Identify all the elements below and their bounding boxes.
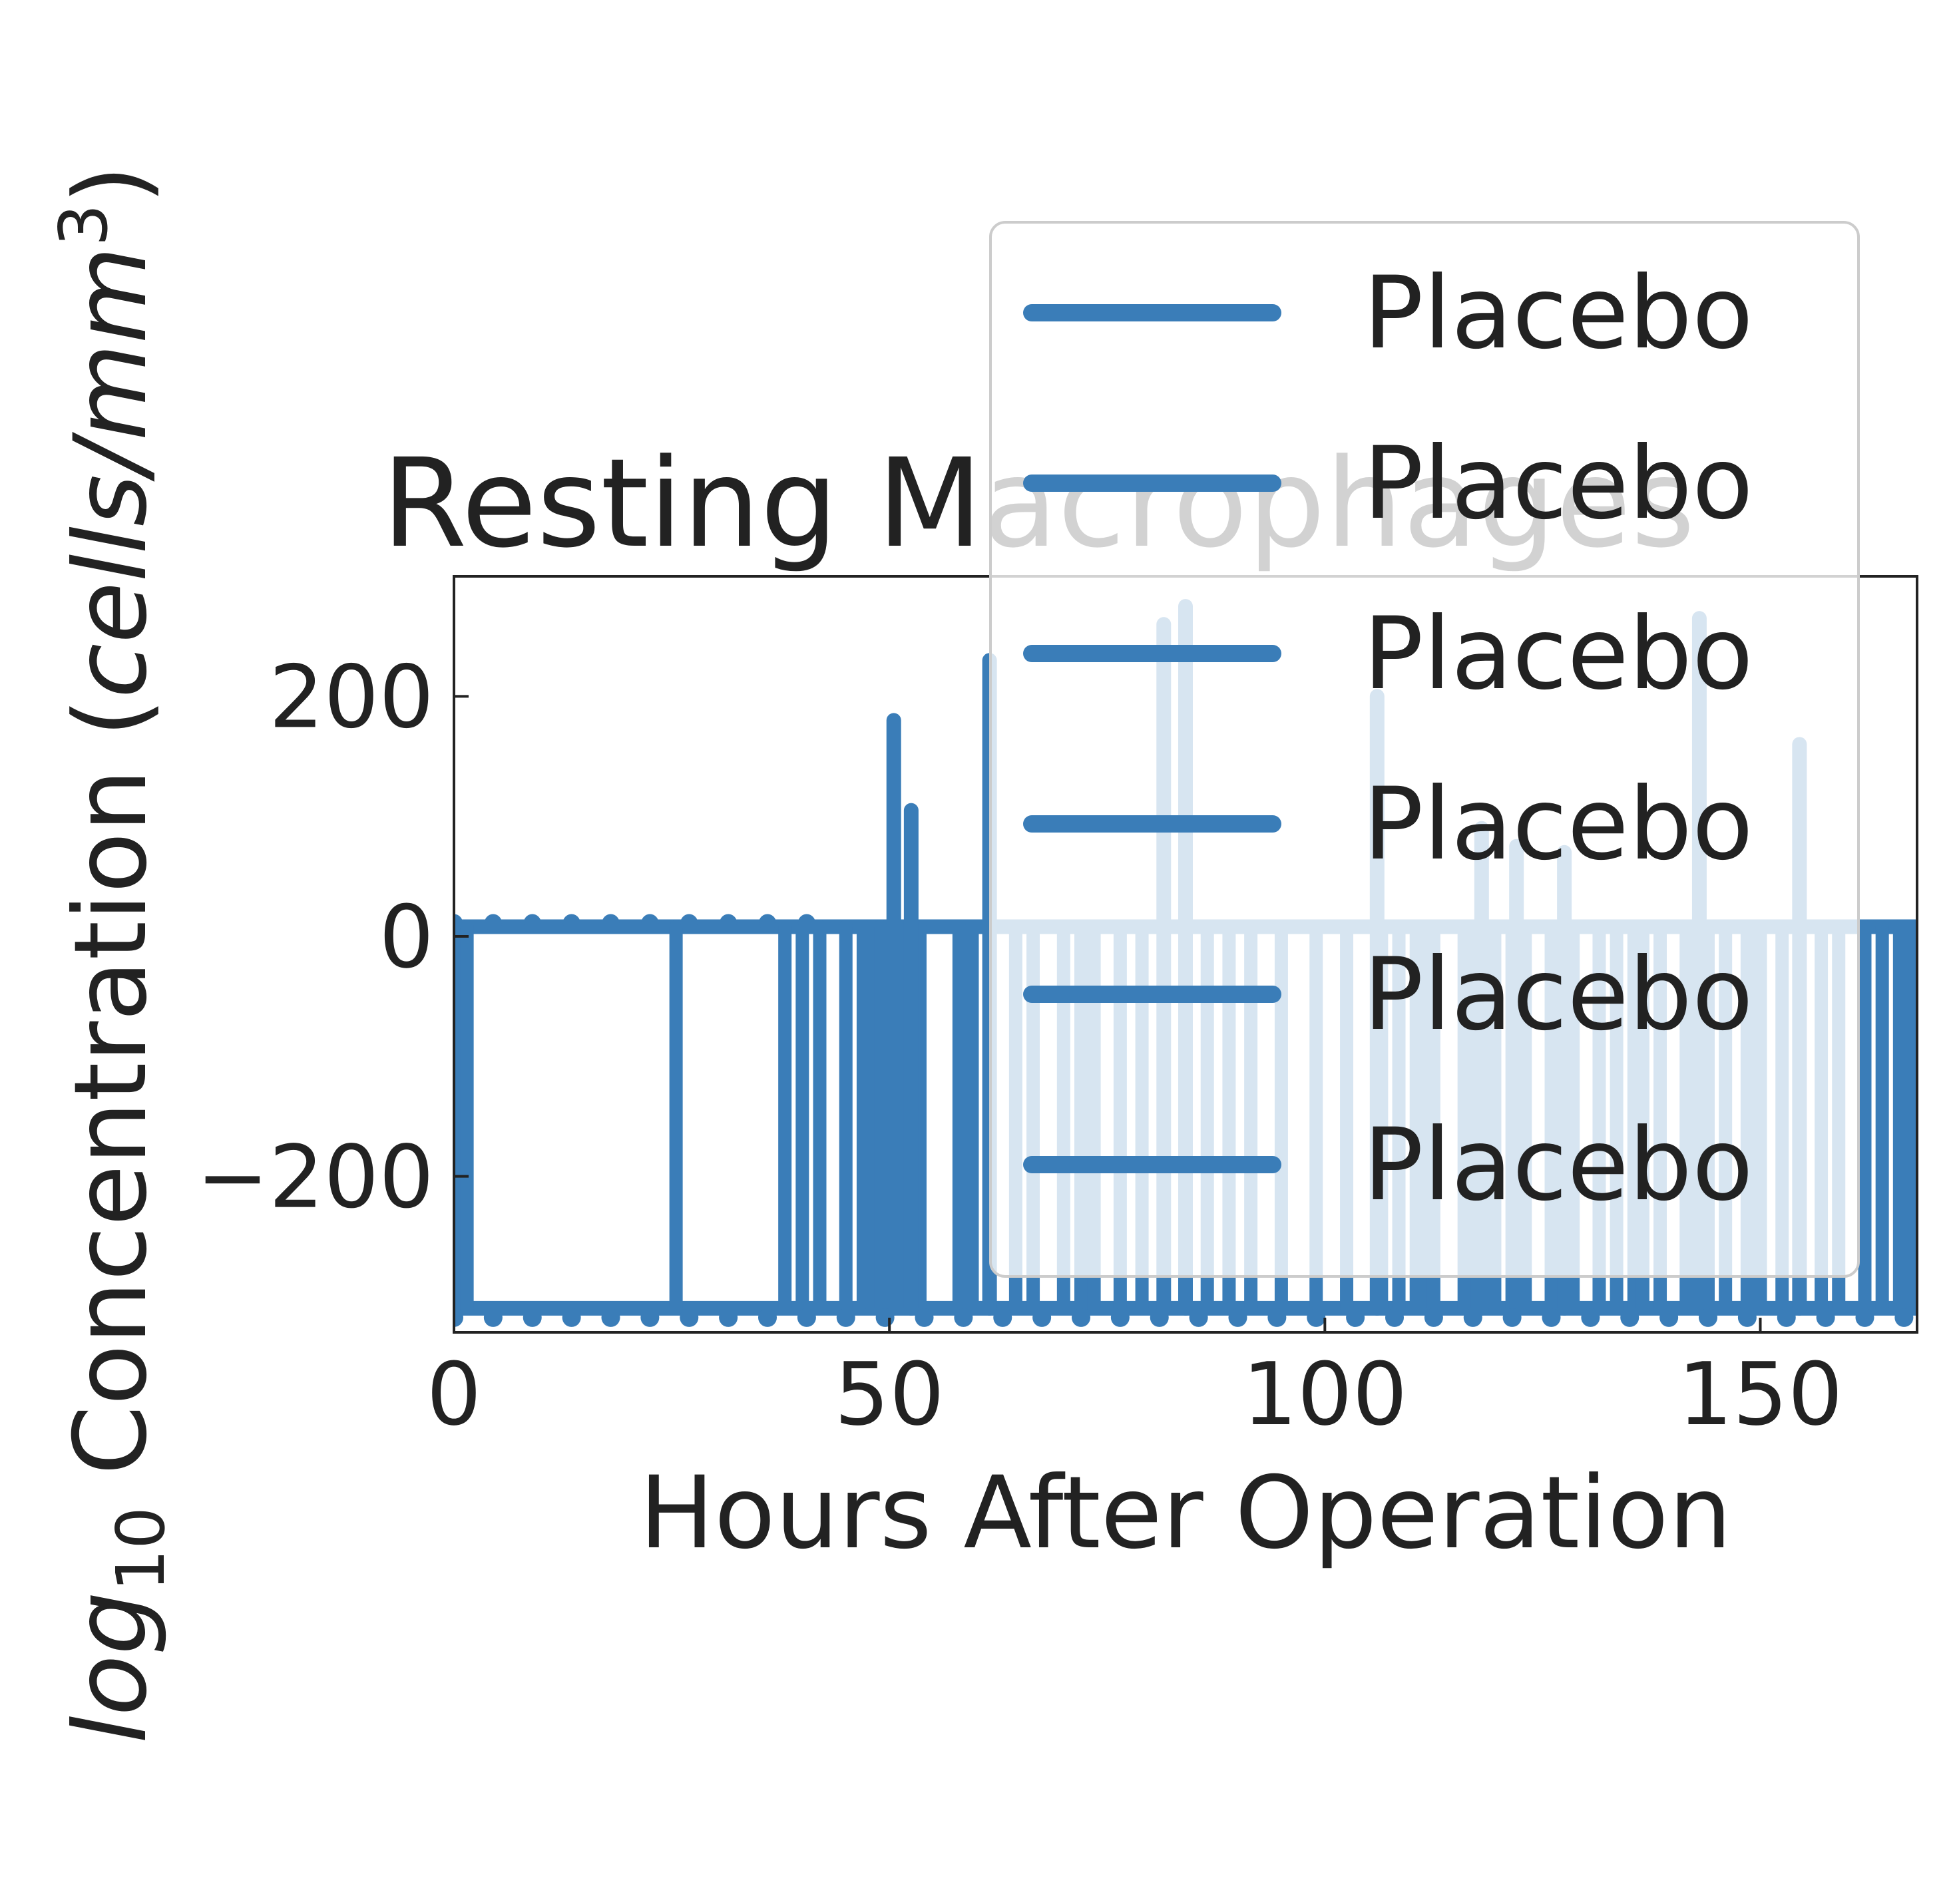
y-axis: −200 0 200 — [196, 646, 469, 1228]
series-marker-floor — [1581, 1308, 1600, 1327]
series-marker-floor — [954, 1308, 973, 1327]
series-marker-floor — [1502, 1308, 1522, 1327]
series-marker-upper — [720, 914, 738, 932]
series-marker-floor — [836, 1308, 855, 1327]
series-marker-floor — [680, 1308, 699, 1327]
series-marker-floor — [1385, 1308, 1404, 1327]
series-marker-floor — [1894, 1308, 1914, 1327]
legend-label: Placebo — [1363, 256, 1753, 371]
legend: Placebo Placebo Placebo Placebo Placebo Place… — [989, 221, 1860, 1278]
series-marker-floor — [1110, 1308, 1130, 1327]
series-marker-upper — [454, 914, 463, 932]
x-tick-label: 0 — [427, 1344, 482, 1445]
series-marker-floor — [1542, 1308, 1561, 1327]
series-marker-floor — [1737, 1308, 1757, 1327]
series-marker-floor — [1267, 1308, 1287, 1327]
y-tick-label: −200 — [196, 1127, 434, 1228]
series-marker-upper — [562, 914, 580, 932]
legend-label: Placebo — [1363, 426, 1753, 542]
series-marker-floor — [1463, 1308, 1482, 1327]
series-marker-floor — [454, 1308, 463, 1327]
series-marker-floor — [1424, 1308, 1443, 1327]
series-marker-floor — [1777, 1308, 1796, 1327]
series-marker-floor — [719, 1308, 738, 1327]
series-marker-upper — [484, 914, 502, 932]
series-marker-floor — [640, 1308, 660, 1327]
x-tick-label: 50 — [834, 1344, 944, 1445]
series-marker-floor — [1150, 1308, 1169, 1327]
series-marker-upper — [759, 914, 776, 932]
series-marker-floor — [1659, 1308, 1679, 1327]
legend-label: Placebo — [1363, 767, 1753, 882]
y-tick-label: 200 — [269, 646, 434, 747]
series-marker-floor — [758, 1308, 777, 1327]
series-marker-floor — [1699, 1308, 1717, 1327]
x-axis-label: Hours After Operation — [639, 1455, 1732, 1571]
legend-label: Placebo — [1363, 1107, 1753, 1223]
series-marker-floor — [1855, 1308, 1874, 1327]
legend-label: Placebo — [1363, 937, 1753, 1053]
series-marker-floor — [1228, 1308, 1247, 1327]
series-marker-floor — [562, 1308, 581, 1327]
series-marker-upper — [680, 914, 698, 932]
legend-label: Placebo — [1363, 596, 1753, 712]
x-axis: 0 50 100 150 — [427, 1318, 1843, 1445]
series-marker-upper — [523, 914, 541, 932]
series-marker-floor — [1189, 1308, 1208, 1327]
series-marker-floor — [915, 1308, 934, 1327]
series-marker-floor — [483, 1308, 503, 1327]
series-marker-floor — [1072, 1308, 1090, 1327]
series-marker-floor — [1816, 1308, 1835, 1327]
series-marker-upper — [602, 914, 620, 932]
series-marker-floor — [1620, 1308, 1639, 1327]
series-marker-floor — [1032, 1308, 1052, 1327]
series-marker-floor — [797, 1308, 816, 1327]
x-tick-label: 100 — [1242, 1344, 1407, 1445]
series-marker-floor — [523, 1308, 542, 1327]
series-marker-floor — [993, 1308, 1012, 1327]
series-marker-upper — [641, 914, 659, 932]
x-tick-label: 150 — [1677, 1344, 1843, 1445]
series-marker-upper — [797, 914, 815, 932]
series-marker-floor — [875, 1308, 895, 1327]
series-marker-floor — [1307, 1308, 1326, 1327]
y-axis-label: log10 Concentration (cells/mm3) — [45, 165, 180, 1744]
series-marker-floor — [601, 1308, 620, 1327]
series-marker-floor — [1346, 1308, 1365, 1327]
y-tick-label: 0 — [379, 886, 434, 988]
